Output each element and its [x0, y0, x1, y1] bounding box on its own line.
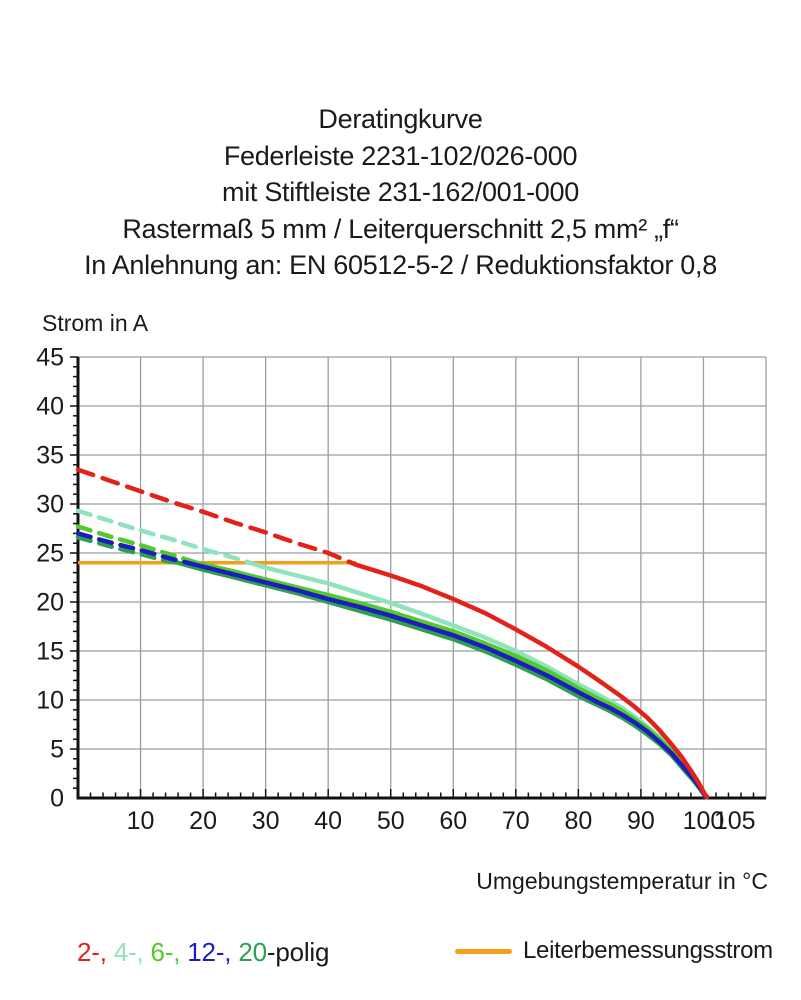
legend-pole-segment-3: 12-, — [187, 937, 239, 967]
y-tick-label: 10 — [36, 687, 64, 715]
orange-line-swatch — [455, 948, 512, 954]
x-tick-label: 70 — [502, 807, 530, 835]
derating-chart: 0 5 10 15 20 25 30 35 40 45 10 20 30 40 50 60 70 80 90 1001… — [36, 310, 768, 894]
legend-pole-segment-4: 20 — [238, 937, 267, 967]
title-line-3: mit Stiftleiste 231-162/001-000 — [222, 177, 579, 207]
x-axis-title: Umgebungstemperatur in °C — [476, 868, 768, 894]
curve-12-polig-dashed — [75, 531, 190, 566]
y-tick-label: 35 — [36, 442, 64, 470]
title-line-1: Deratingkurve — [318, 104, 483, 134]
x-tick-label: 30 — [252, 807, 280, 835]
legend-pole-segment-2: 6-, — [150, 937, 188, 967]
tick-labels: 0 5 10 15 20 25 30 35 40 45 10 20 30 40 50 60 70 80 90 1001… — [36, 344, 755, 836]
legend-pole-segment-0: 2-, — [77, 937, 114, 967]
x-tick-label: 50 — [377, 807, 405, 835]
x-tick-label: 100 — [683, 807, 725, 835]
x-tick-label: 90 — [627, 807, 655, 835]
title-line-4: Rastermaß 5 mm / Leiterquerschnitt 2,5 m… — [122, 213, 679, 244]
y-tick-label: 5 — [50, 736, 64, 764]
y-tick-label: 25 — [36, 540, 64, 568]
chart-title-block: Deratingkurve Federleiste 2231-102/026-0… — [0, 101, 801, 284]
y-tick-label: 45 — [36, 344, 64, 372]
curve-2-polig-solid — [354, 562, 710, 800]
legend-pole-segment-1: 4-, — [113, 937, 151, 967]
y-tick-label: 0 — [50, 785, 64, 813]
curve-20-polig-dashed — [75, 535, 181, 566]
x-tick-label: 10 — [127, 807, 155, 835]
curve-4-polig-dashed — [75, 508, 253, 566]
x-tick-label: 40 — [314, 807, 342, 835]
y-tick-label: 30 — [36, 491, 64, 519]
x-tick-label: 20 — [189, 807, 217, 835]
curve-6-polig-dashed — [75, 524, 200, 566]
legend-pole-segment-5: -polig — [266, 937, 330, 967]
curve-2-polig-dashed — [75, 467, 359, 568]
legend-rated-current: Leiterbemessungsstrom — [455, 937, 773, 965]
curve-12-polig-solid — [185, 560, 708, 800]
x-tick-label: 105 — [714, 807, 756, 835]
y-tick-label: 40 — [36, 393, 64, 421]
y-tick-label: 20 — [36, 589, 64, 617]
axes — [76, 357, 766, 800]
y-axis-title: Strom in A — [42, 310, 149, 336]
title-line-2: Federleiste 2231-102/026-000 — [223, 140, 578, 171]
legend-pole-counts: 2-, 4-, 6-, 12-, 20-polig — [77, 937, 329, 968]
x-tick-label: 80 — [564, 807, 592, 835]
chart-legend: 2-, 4-, 6-, 12-, 20-polig Leiterbemessun… — [0, 933, 801, 977]
title-line-5: In Anlehnung an: EN 60512-5-2 / Reduktio… — [84, 250, 717, 280]
grid — [78, 356, 767, 798]
y-tick-label: 15 — [36, 638, 64, 666]
curve-20-polig-solid — [175, 560, 708, 800]
x-tick-label: 60 — [439, 807, 467, 835]
rated-current-label: Leiterbemessungsstrom — [523, 937, 773, 964]
